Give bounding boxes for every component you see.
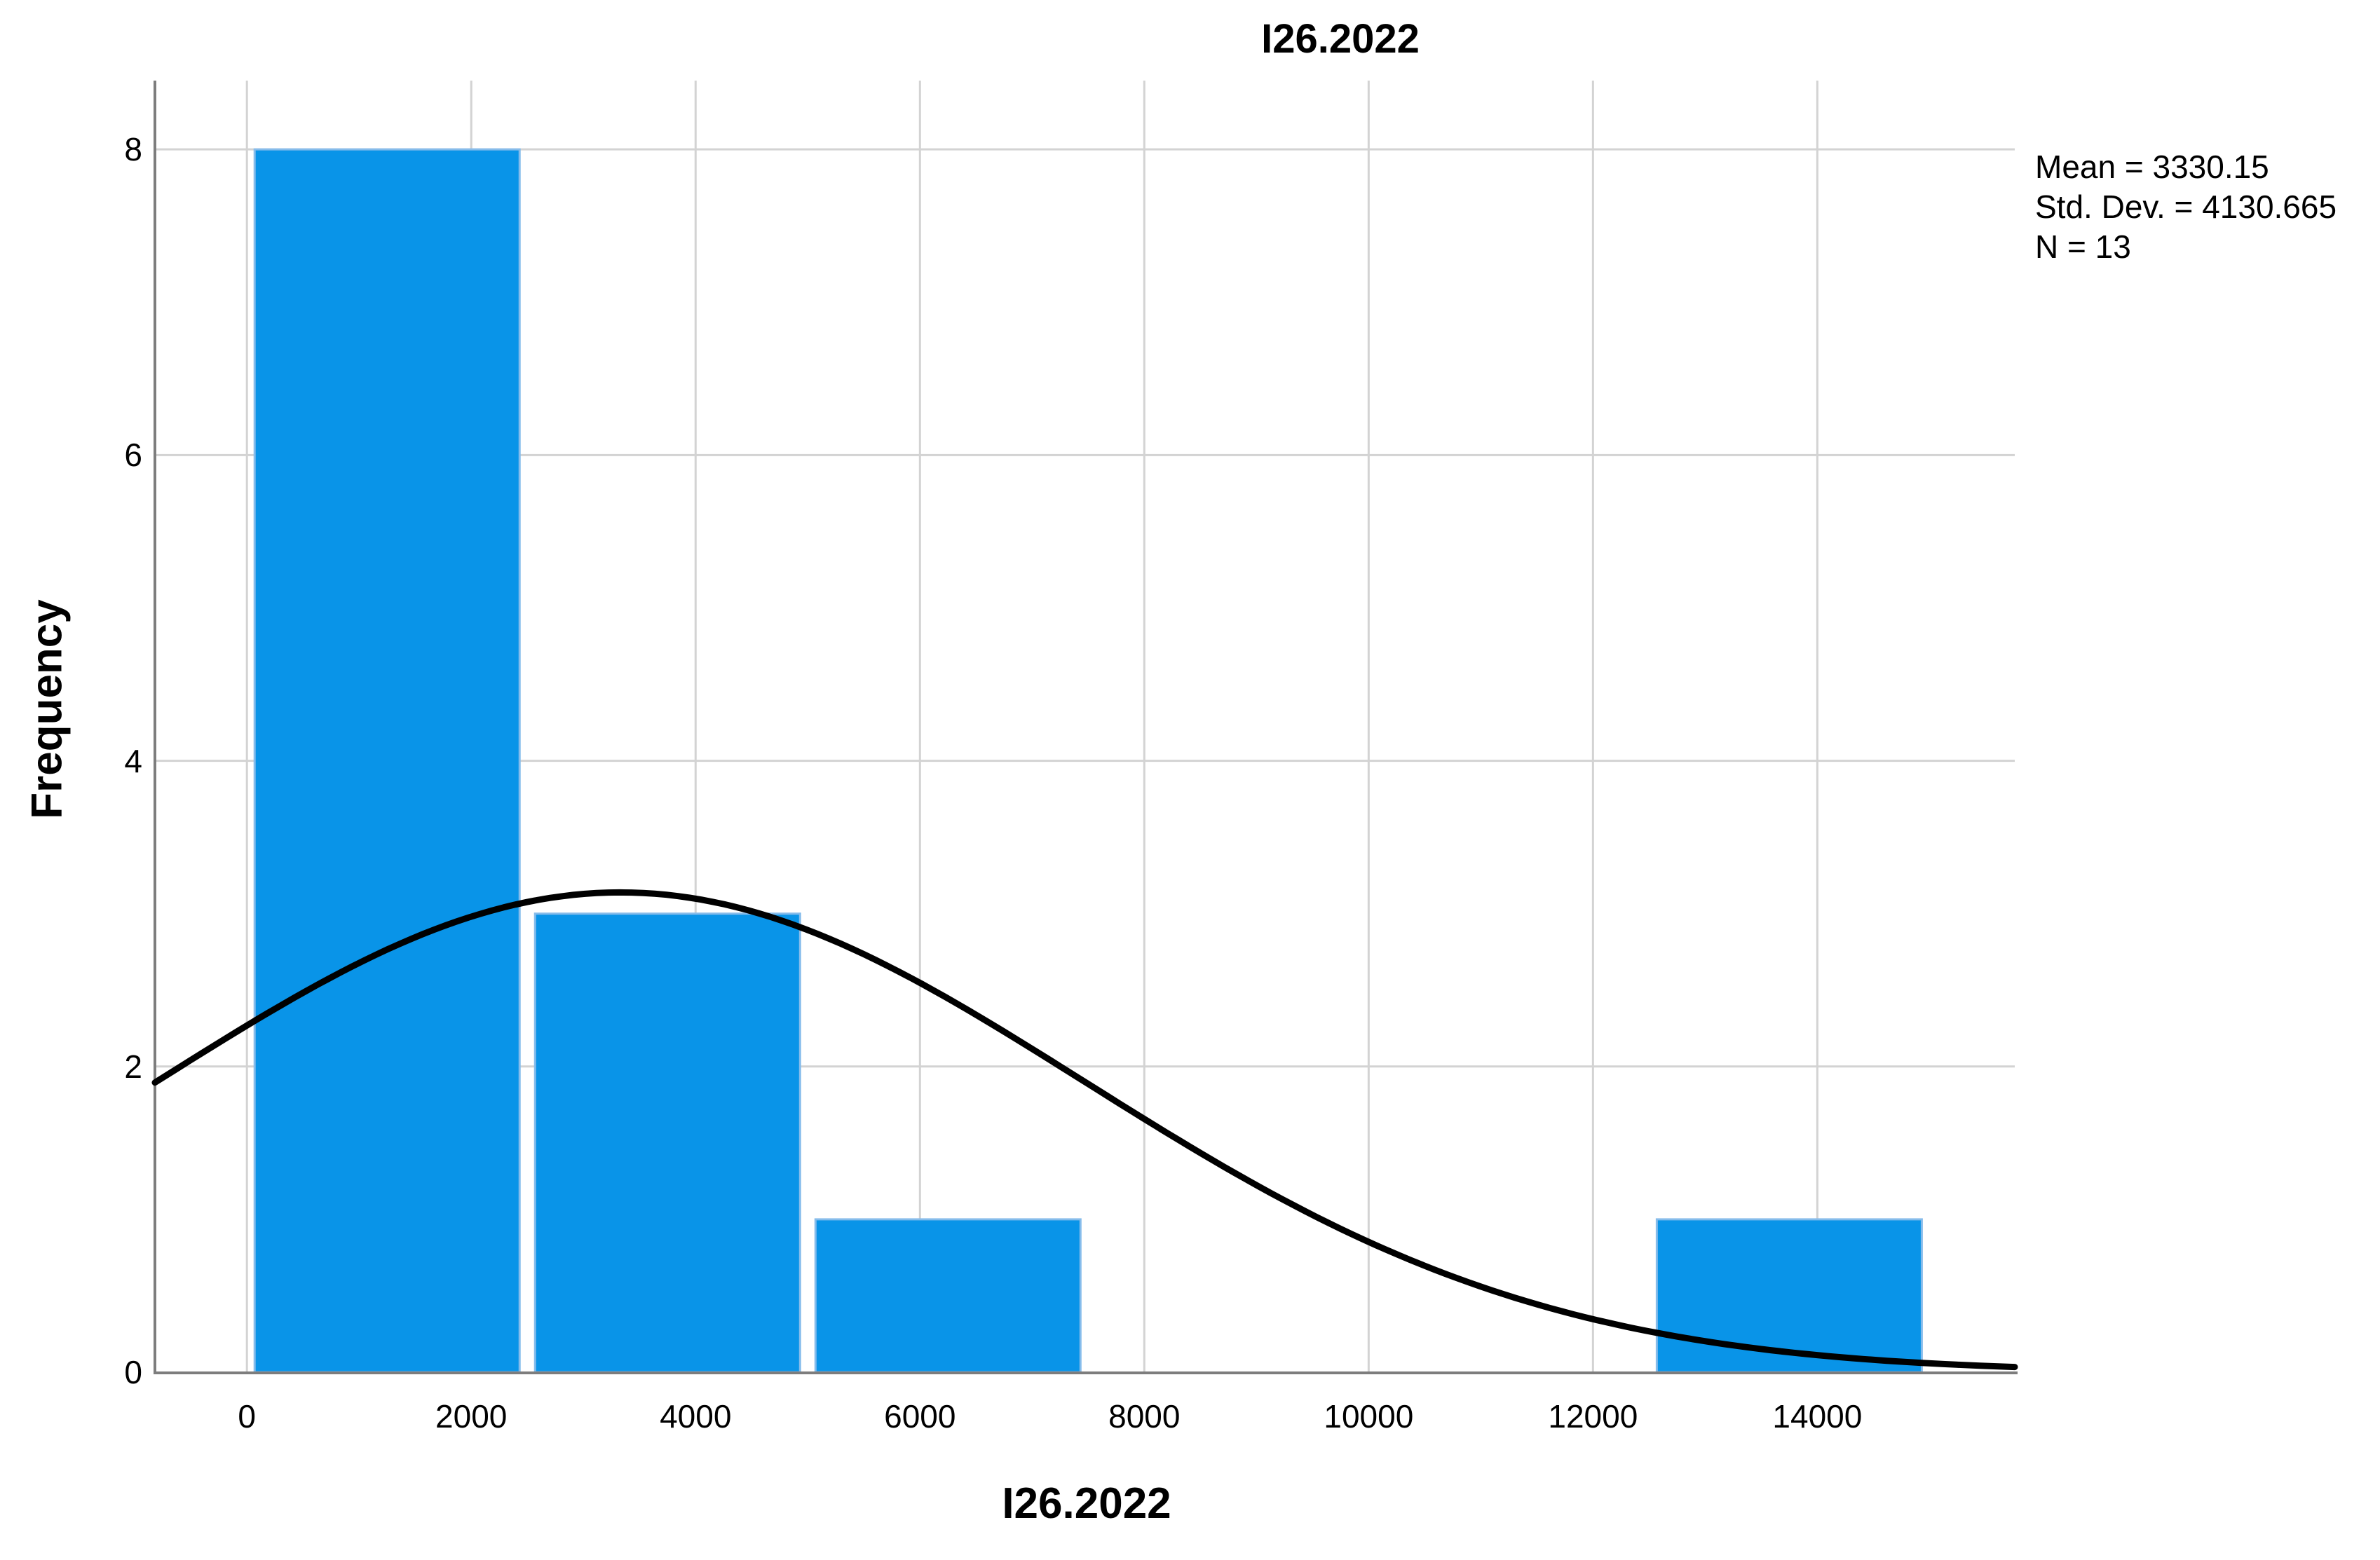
y-tick-label: 2 <box>124 1048 142 1085</box>
x-tick-label: 2000 <box>435 1398 508 1435</box>
x-tick-label: 4000 <box>660 1398 732 1435</box>
chart-title: I26.2022 <box>1261 16 1420 62</box>
y-tick-label: 8 <box>124 131 142 168</box>
y-tick-label: 6 <box>124 437 142 474</box>
histogram-bar <box>533 912 801 1374</box>
stat-mean: Mean = 3330.15 <box>2035 149 2269 185</box>
histogram-bar <box>814 1218 1082 1374</box>
x-axis-title: I26.2022 <box>1002 1479 1171 1528</box>
stats-annotation: Mean = 3330.15 Std. Dev. = 4130.665 N = … <box>2035 147 2337 267</box>
x-tick-label: 14000 <box>1772 1398 1863 1435</box>
y-tick-label: 0 <box>124 1354 142 1390</box>
y-axis-title: Frequency <box>22 599 72 819</box>
histogram-bar <box>253 148 521 1374</box>
histogram-bar <box>1655 1218 1923 1374</box>
x-tick-label: 10000 <box>1324 1398 1414 1435</box>
stat-std-dev: Std. Dev. = 4130.665 <box>2035 189 2337 225</box>
stat-n: N = 13 <box>2035 228 2131 265</box>
x-tick-label: 0 <box>238 1398 256 1435</box>
y-tick-label: 4 <box>124 742 142 779</box>
normal-curve <box>151 889 2018 1371</box>
x-tick-label: 6000 <box>884 1398 956 1435</box>
x-tick-label: 8000 <box>1108 1398 1181 1435</box>
x-tick-label: 12000 <box>1548 1398 1638 1435</box>
